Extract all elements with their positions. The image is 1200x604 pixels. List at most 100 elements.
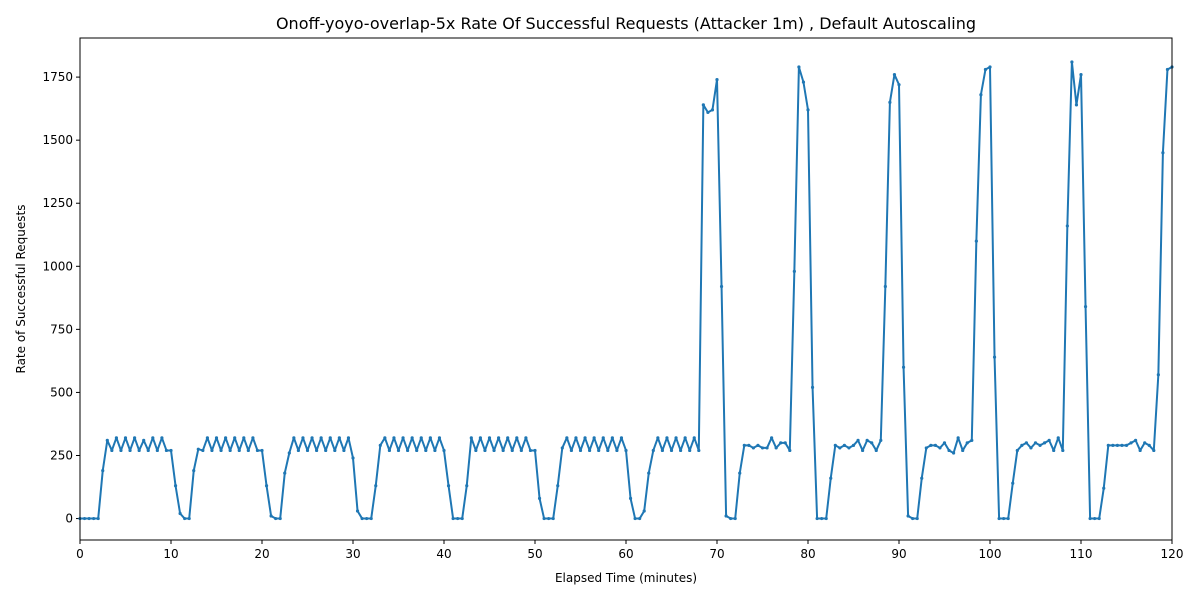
x-tick-label: 100 — [979, 547, 1002, 561]
y-tick-label: 250 — [50, 448, 73, 462]
data-point — [1120, 443, 1124, 448]
data-point — [1102, 486, 1106, 490]
data-point — [214, 436, 219, 440]
data-point — [82, 516, 87, 521]
data-point — [647, 471, 651, 475]
data-point — [183, 516, 187, 521]
data-point — [760, 446, 765, 450]
data-point — [328, 436, 332, 440]
data-point — [729, 516, 733, 521]
data-point — [1065, 224, 1069, 228]
data-point — [419, 436, 423, 440]
data-point — [114, 436, 118, 440]
data-point — [1093, 516, 1097, 521]
data-point — [528, 448, 533, 453]
data-point — [510, 448, 514, 453]
data-point — [392, 436, 396, 440]
data-point — [296, 448, 300, 453]
data-point — [633, 516, 637, 521]
data-point — [861, 448, 865, 453]
data-point — [574, 436, 578, 440]
data-point — [105, 438, 109, 442]
data-point — [205, 436, 209, 440]
data-point — [742, 443, 746, 448]
data-point — [146, 448, 150, 453]
data-point — [346, 436, 351, 440]
data-point — [592, 436, 596, 440]
data-point — [233, 436, 237, 440]
data-point — [588, 448, 592, 453]
data-point — [797, 65, 801, 69]
x-tick-label: 90 — [891, 547, 906, 561]
data-point — [1029, 446, 1033, 450]
data-point — [360, 516, 364, 521]
data-point — [437, 436, 442, 440]
data-point — [519, 448, 523, 453]
data-point — [110, 448, 114, 453]
data-point — [719, 284, 724, 289]
data-point — [624, 448, 628, 453]
data-point — [628, 496, 633, 500]
data-point — [487, 436, 492, 440]
data-point — [501, 448, 505, 453]
data-point — [401, 436, 405, 440]
data-point — [792, 269, 796, 273]
data-point — [906, 514, 910, 518]
data-point — [87, 516, 91, 521]
data-point — [1083, 305, 1088, 309]
data-point — [597, 448, 601, 453]
data-point — [1165, 67, 1170, 72]
data-point — [142, 438, 146, 442]
data-point — [911, 516, 915, 521]
data-point — [1111, 443, 1115, 448]
x-tick-label: 0 — [76, 547, 84, 561]
data-point — [1138, 448, 1142, 453]
data-point — [929, 443, 933, 448]
data-point — [1147, 443, 1151, 448]
data-point — [378, 443, 382, 448]
data-point — [1020, 443, 1024, 448]
data-point — [1161, 151, 1165, 155]
data-point — [478, 436, 482, 440]
data-point — [137, 448, 141, 453]
data-point — [187, 516, 191, 521]
data-point — [715, 78, 719, 82]
data-point — [560, 446, 564, 450]
data-point — [788, 448, 792, 453]
x-tick-label: 20 — [254, 547, 269, 561]
data-point — [551, 516, 555, 521]
data-point — [542, 516, 546, 521]
data-point — [201, 448, 205, 453]
data-point — [465, 484, 469, 488]
data-point — [1002, 516, 1006, 521]
data-point — [292, 436, 296, 440]
y-tick-label: 1500 — [42, 133, 73, 147]
data-point — [838, 446, 842, 450]
data-point — [310, 436, 314, 440]
data-point — [701, 103, 705, 107]
data-point — [469, 436, 473, 440]
data-point — [269, 514, 273, 518]
data-point — [751, 446, 756, 450]
data-point — [1088, 516, 1092, 521]
y-tick-label: 1000 — [42, 259, 73, 273]
data-point — [679, 448, 683, 453]
y-tick-label: 500 — [50, 385, 73, 399]
data-point — [337, 436, 341, 440]
data-point — [123, 436, 128, 440]
data-point — [305, 448, 310, 453]
data-point — [1134, 438, 1138, 442]
data-point — [1024, 441, 1028, 445]
data-point — [1047, 438, 1051, 442]
data-point — [342, 448, 346, 453]
data-point — [196, 447, 200, 451]
data-point — [119, 448, 123, 453]
data-point — [456, 516, 460, 521]
data-point — [242, 436, 246, 440]
data-point — [970, 438, 974, 442]
data-point — [1011, 481, 1015, 485]
data-point — [997, 516, 1001, 521]
data-point — [237, 448, 241, 453]
data-point — [606, 448, 610, 453]
